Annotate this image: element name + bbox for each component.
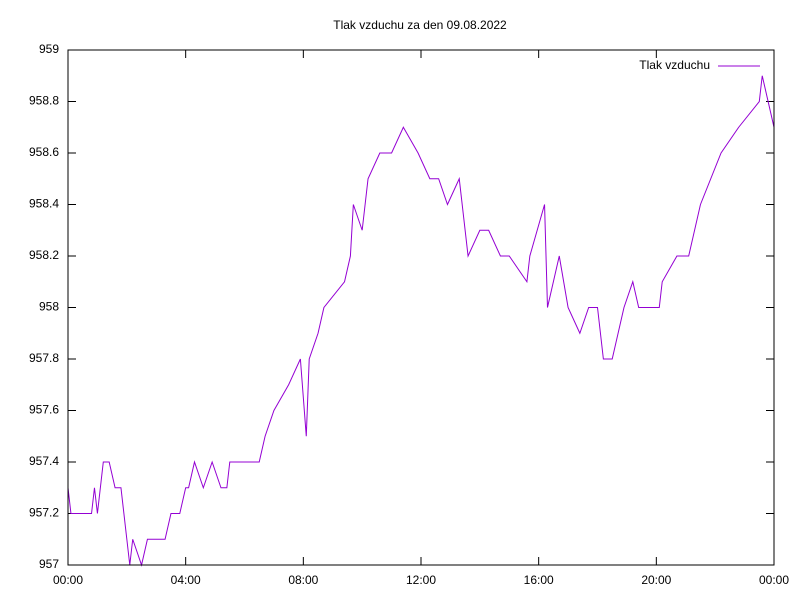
y-tick-label: 958.8 bbox=[29, 94, 59, 108]
plot-frame bbox=[67, 49, 775, 566]
y-tick-label: 957.8 bbox=[29, 351, 59, 365]
y-tick-label: 957.6 bbox=[29, 403, 59, 417]
y-tick-label: 958.2 bbox=[29, 248, 59, 262]
y-tick-label: 958.4 bbox=[29, 197, 59, 211]
y-tick-label: 958 bbox=[39, 300, 59, 314]
y-tick-label: 957 bbox=[39, 557, 59, 571]
x-tick-label: 20:00 bbox=[641, 573, 671, 587]
y-tick-label: 957.2 bbox=[29, 506, 59, 520]
data-line bbox=[67, 75, 775, 567]
x-tick-label: 00:00 bbox=[759, 573, 789, 587]
x-tick-label: 00:00 bbox=[53, 573, 83, 587]
x-tick-label: 04:00 bbox=[171, 573, 201, 587]
y-tick-label: 957.4 bbox=[29, 454, 59, 468]
x-tick-label: 12:00 bbox=[406, 573, 436, 587]
x-tick-label: 16:00 bbox=[524, 573, 554, 587]
chart-title: Tlak vzduchu za den 09.08.2022 bbox=[333, 18, 507, 32]
legend-label: Tlak vzduchu bbox=[639, 58, 710, 72]
y-tick-label: 958.6 bbox=[29, 145, 59, 159]
y-tick-label: 959 bbox=[39, 42, 59, 56]
x-tick-label: 08:00 bbox=[288, 573, 318, 587]
